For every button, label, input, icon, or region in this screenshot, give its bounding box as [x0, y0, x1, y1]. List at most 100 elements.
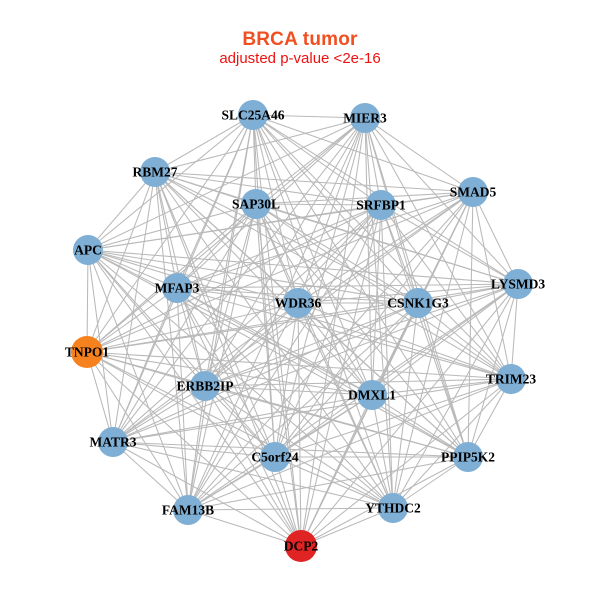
edge-DMXL1-PPIP5K2 — [371, 394, 469, 458]
edge-SAP30L-MFAP3 — [176, 203, 257, 289]
edge-RBM27-TNPO1 — [86, 171, 156, 353]
node-YTHDC2 — [378, 493, 408, 523]
edge-RBM27-TRIM23 — [154, 171, 512, 380]
edge-PPIP5K2-YTHDC2 — [392, 456, 469, 509]
edge-MFAP3-YTHDC2 — [176, 287, 394, 509]
edge-MFAP3-MATR3 — [112, 287, 178, 443]
edge-WDR36-C5orf24 — [274, 302, 299, 458]
edge-SAP30L-DCP2 — [255, 203, 302, 547]
edge-TRIM23-ERBB2IP — [204, 378, 512, 387]
node-label-LYSMD3: LYSMD3 — [491, 277, 546, 292]
node-label-SMAD5: SMAD5 — [450, 185, 497, 200]
node-MATR3 — [98, 427, 128, 457]
edge-YTHDC2-DCP2 — [300, 507, 394, 547]
edge-LYSMD3-CSNK1G3 — [417, 283, 519, 304]
edge-LYSMD3-TRIM23 — [510, 283, 519, 380]
edge-CSNK1G3-YTHDC2 — [392, 302, 419, 509]
edge-CSNK1G3-C5orf24 — [274, 302, 419, 458]
edge-TNPO1-FAM13B — [86, 351, 189, 511]
node-LYSMD3 — [503, 269, 533, 299]
edge-MFAP3-TNPO1 — [86, 287, 178, 353]
node-APC — [73, 235, 103, 265]
edge-ERBB2IP-PPIP5K2 — [204, 385, 469, 458]
edge-SMAD5-LYSMD3 — [472, 191, 519, 285]
edge-TNPO1-TRIM23 — [86, 351, 512, 380]
edge-SLC25A46-C5orf24 — [252, 114, 276, 458]
edge-SMAD5-WDR36 — [297, 191, 474, 304]
edge-TNPO1-YTHDC2 — [86, 351, 394, 509]
edge-SRFBP1-TNPO1 — [86, 204, 382, 353]
edge-LYSMD3-DCP2 — [300, 283, 519, 547]
edge-SLC25A46-SRFBP1 — [252, 114, 382, 206]
edge-MATR3-DCP2 — [112, 441, 302, 547]
edge-CSNK1G3-TNPO1 — [86, 302, 419, 353]
edge-FAM13B-YTHDC2 — [187, 507, 394, 511]
node-label-DMXL1: DMXL1 — [348, 388, 396, 403]
edge-RBM27-CSNK1G3 — [154, 171, 419, 304]
edge-MIER3-RBM27 — [154, 117, 366, 173]
edge-WDR36-DMXL1 — [297, 302, 373, 396]
edge-SAP30L-C5orf24 — [255, 203, 276, 458]
edge-LYSMD3-MFAP3 — [176, 283, 519, 289]
node-SLC25A46 — [238, 100, 268, 130]
edge-MFAP3-FAM13B — [176, 287, 189, 511]
edge-WDR36-FAM13B — [187, 302, 299, 511]
edge-SLC25A46-ERBB2IP — [204, 114, 254, 387]
edge-SMAD5-APC — [87, 191, 474, 251]
edge-SLC25A46-TNPO1 — [86, 114, 254, 353]
node-label-APC: APC — [74, 243, 102, 258]
node-SMAD5 — [458, 177, 488, 207]
edge-SLC25A46-MIER3 — [252, 114, 366, 119]
edge-MFAP3-DMXL1 — [176, 287, 373, 396]
edge-TRIM23-DMXL1 — [371, 378, 512, 396]
edge-SRFBP1-MFAP3 — [176, 204, 382, 289]
edge-SRFBP1-TRIM23 — [380, 204, 512, 380]
node-label-CSNK1G3: CSNK1G3 — [387, 296, 449, 311]
node-C5orf24 — [260, 442, 290, 472]
edge-SRFBP1-PPIP5K2 — [380, 204, 469, 458]
edge-TNPO1-DMXL1 — [86, 351, 373, 396]
edge-WDR36-TNPO1 — [86, 302, 299, 353]
edge-RBM27-SMAD5 — [154, 171, 474, 193]
node-SAP30L — [241, 189, 271, 219]
node-label-C5orf24: C5orf24 — [251, 450, 298, 465]
node-MFAP3 — [162, 273, 192, 303]
edge-SLC25A46-SMAD5 — [252, 114, 474, 193]
node-TRIM23 — [496, 364, 526, 394]
node-label-SAP30L: SAP30L — [232, 197, 280, 212]
edge-MATR3-PPIP5K2 — [112, 441, 469, 458]
edge-RBM27-DMXL1 — [154, 171, 373, 396]
node-label-YTHDC2: YTHDC2 — [365, 501, 421, 516]
edge-SLC25A46-TRIM23 — [252, 114, 512, 380]
edge-CSNK1G3-MATR3 — [112, 302, 419, 443]
node-label-FAM13B: FAM13B — [162, 503, 214, 518]
plot-title: BRCA tumor — [242, 29, 358, 50]
edge-MIER3-SMAD5 — [364, 117, 474, 193]
node-label-PPIP5K2: PPIP5K2 — [441, 450, 495, 465]
edge-LYSMD3-MATR3 — [112, 283, 519, 443]
edge-RBM27-DCP2 — [154, 171, 302, 547]
edge-SRFBP1-LYSMD3 — [380, 204, 519, 285]
node-label-SRFBP1: SRFBP1 — [356, 198, 406, 213]
edge-RBM27-MFAP3 — [154, 171, 178, 289]
edge-MIER3-TRIM23 — [364, 117, 512, 380]
node-label-MATR3: MATR3 — [90, 435, 137, 450]
node-label-SLC25A46: SLC25A46 — [221, 108, 284, 123]
edge-CSNK1G3-TRIM23 — [417, 302, 512, 380]
edge-APC-WDR36 — [87, 249, 299, 304]
node-label-ERBB2IP: ERBB2IP — [176, 379, 233, 394]
edge-SLC25A46-APC — [87, 114, 254, 251]
edge-FAM13B-DCP2 — [187, 509, 302, 547]
edge-APC-LYSMD3 — [87, 249, 519, 285]
node-label-MFAP3: MFAP3 — [155, 281, 200, 296]
edge-TRIM23-C5orf24 — [274, 378, 512, 458]
edge-MIER3-PPIP5K2 — [364, 117, 469, 458]
edge-MFAP3-TRIM23 — [176, 287, 512, 380]
edge-CSNK1G3-ERBB2IP — [204, 302, 419, 387]
edge-WDR36-ERBB2IP — [204, 302, 299, 387]
node-PPIP5K2 — [453, 442, 483, 472]
edge-SLC25A46-DCP2 — [252, 114, 302, 547]
edge-SLC25A46-CSNK1G3 — [252, 114, 419, 304]
node-SRFBP1 — [366, 190, 396, 220]
